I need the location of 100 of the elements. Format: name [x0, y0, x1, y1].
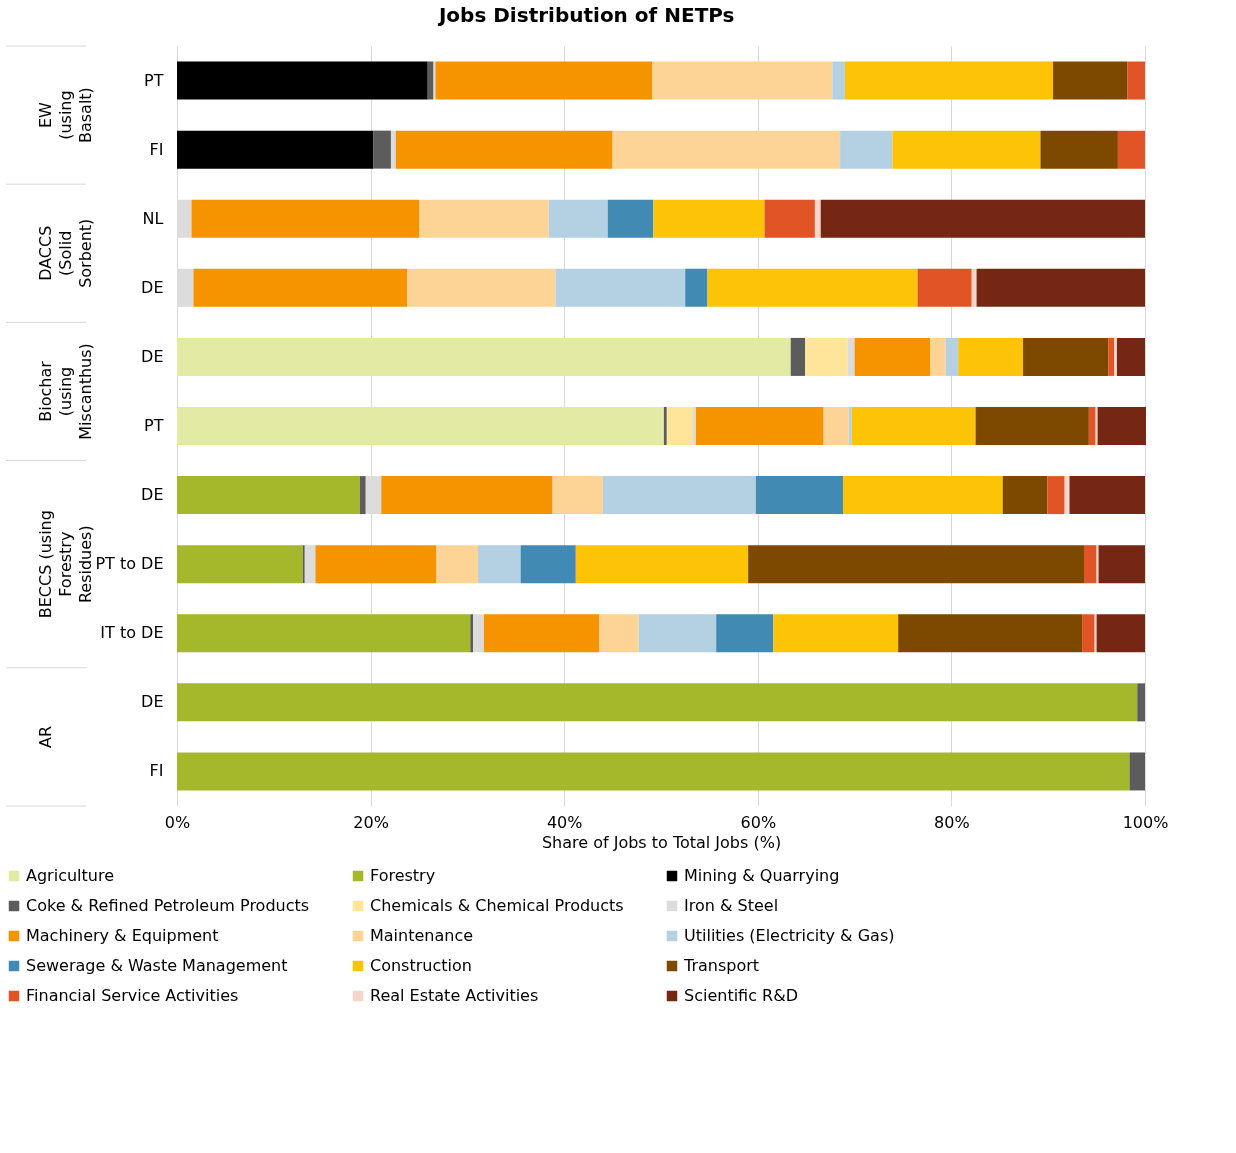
bar	[612, 130, 841, 169]
bar	[427, 61, 434, 100]
text: EW (using Basalt)	[36, 87, 95, 144]
bar	[435, 61, 653, 100]
bar	[707, 268, 918, 307]
bar	[373, 130, 391, 169]
bar	[716, 614, 774, 653]
y-tick-label: PT to DE	[95, 554, 164, 574]
bar	[1040, 130, 1118, 169]
bar	[177, 683, 1138, 722]
bar	[917, 268, 972, 307]
bar	[575, 545, 749, 584]
bar	[790, 337, 806, 376]
bar	[1023, 337, 1109, 376]
bar	[473, 614, 484, 653]
text: BECCS (using Forestry Residues)	[36, 510, 95, 619]
bar	[773, 614, 899, 653]
bar	[851, 407, 976, 445]
bar	[844, 61, 1054, 100]
legend-label: Real Estate Activities	[370, 986, 539, 1005]
legend-label: Agriculture	[26, 866, 114, 885]
y-tick-label: PT	[144, 70, 164, 90]
text: AR	[36, 725, 55, 748]
bar	[607, 199, 654, 238]
bar	[1098, 545, 1145, 584]
bar	[1088, 407, 1096, 445]
text: Biochar (using Miscanthus)	[36, 343, 95, 440]
bar	[177, 545, 303, 584]
x-tick-label: 60%	[740, 812, 777, 832]
bar	[470, 614, 474, 653]
bar	[315, 545, 437, 584]
bar	[177, 61, 428, 100]
bar	[945, 337, 959, 376]
bar	[1053, 61, 1128, 100]
legend-label: Construction	[370, 956, 472, 975]
bar	[1069, 476, 1145, 515]
bar	[395, 130, 613, 169]
x-tick-label: 100%	[1122, 812, 1169, 832]
x-tick-label: 80%	[934, 812, 970, 832]
bar	[177, 476, 360, 515]
bar	[755, 476, 843, 515]
bar	[976, 268, 1145, 307]
legend-label: Utilities (Electricity & Gas)	[684, 926, 895, 945]
y-tick-label: NL	[142, 208, 164, 228]
bar	[1002, 476, 1048, 515]
bar	[958, 337, 1024, 376]
bar	[436, 545, 479, 584]
bar	[814, 199, 821, 238]
bar	[602, 476, 756, 515]
bar	[407, 268, 556, 307]
bar	[685, 268, 708, 307]
legend-label: Forestry	[370, 866, 436, 885]
bar	[1108, 337, 1115, 376]
x-tick-label: 40%	[546, 812, 583, 832]
bar	[823, 407, 849, 445]
bar	[555, 268, 686, 307]
bar	[653, 199, 765, 238]
y-tick-label: DE	[141, 485, 164, 505]
bar	[1114, 337, 1117, 376]
bar	[1129, 752, 1145, 791]
legend-label: Maintenance	[370, 926, 474, 945]
bar	[695, 407, 824, 445]
bar	[483, 614, 600, 653]
bar	[520, 545, 576, 584]
bar	[840, 130, 893, 169]
bar	[975, 407, 1089, 445]
bar	[832, 61, 845, 100]
legend-label: Machinery & Equipment	[26, 926, 219, 945]
bar	[177, 130, 374, 169]
bar	[359, 476, 366, 515]
x-tick-label: 20%	[353, 812, 389, 832]
bar	[390, 130, 396, 169]
bar	[638, 614, 717, 653]
bar	[764, 199, 815, 238]
bar	[177, 407, 664, 445]
bar	[842, 476, 1003, 515]
bar	[663, 407, 667, 445]
bar	[1084, 545, 1097, 584]
bar	[419, 199, 549, 238]
legend-label: Chemicals & Chemical Products	[370, 896, 624, 915]
bar	[848, 407, 852, 445]
bar	[1082, 614, 1095, 653]
bar	[892, 130, 1041, 169]
y-tick-label: FI	[149, 139, 164, 159]
legend-label: Iron & Steel	[684, 896, 779, 915]
x-axis-title: Share of Jobs to Total Jobs (%)	[541, 832, 782, 852]
bar	[193, 268, 408, 307]
bar	[552, 476, 603, 515]
bar	[847, 337, 855, 376]
bar	[1116, 337, 1145, 376]
legend-label: Mining & Quarrying	[684, 866, 840, 885]
y-tick-label: DE	[141, 346, 164, 366]
y-tick-label: PT	[144, 416, 164, 435]
y-tick-label: IT to DE	[100, 623, 164, 643]
bar	[1127, 61, 1145, 100]
bar	[748, 545, 1085, 584]
y-tick-label: FI	[149, 761, 164, 781]
legend-label: Scientific R&D	[684, 986, 798, 1005]
bar	[820, 199, 1145, 238]
bar	[666, 407, 693, 445]
